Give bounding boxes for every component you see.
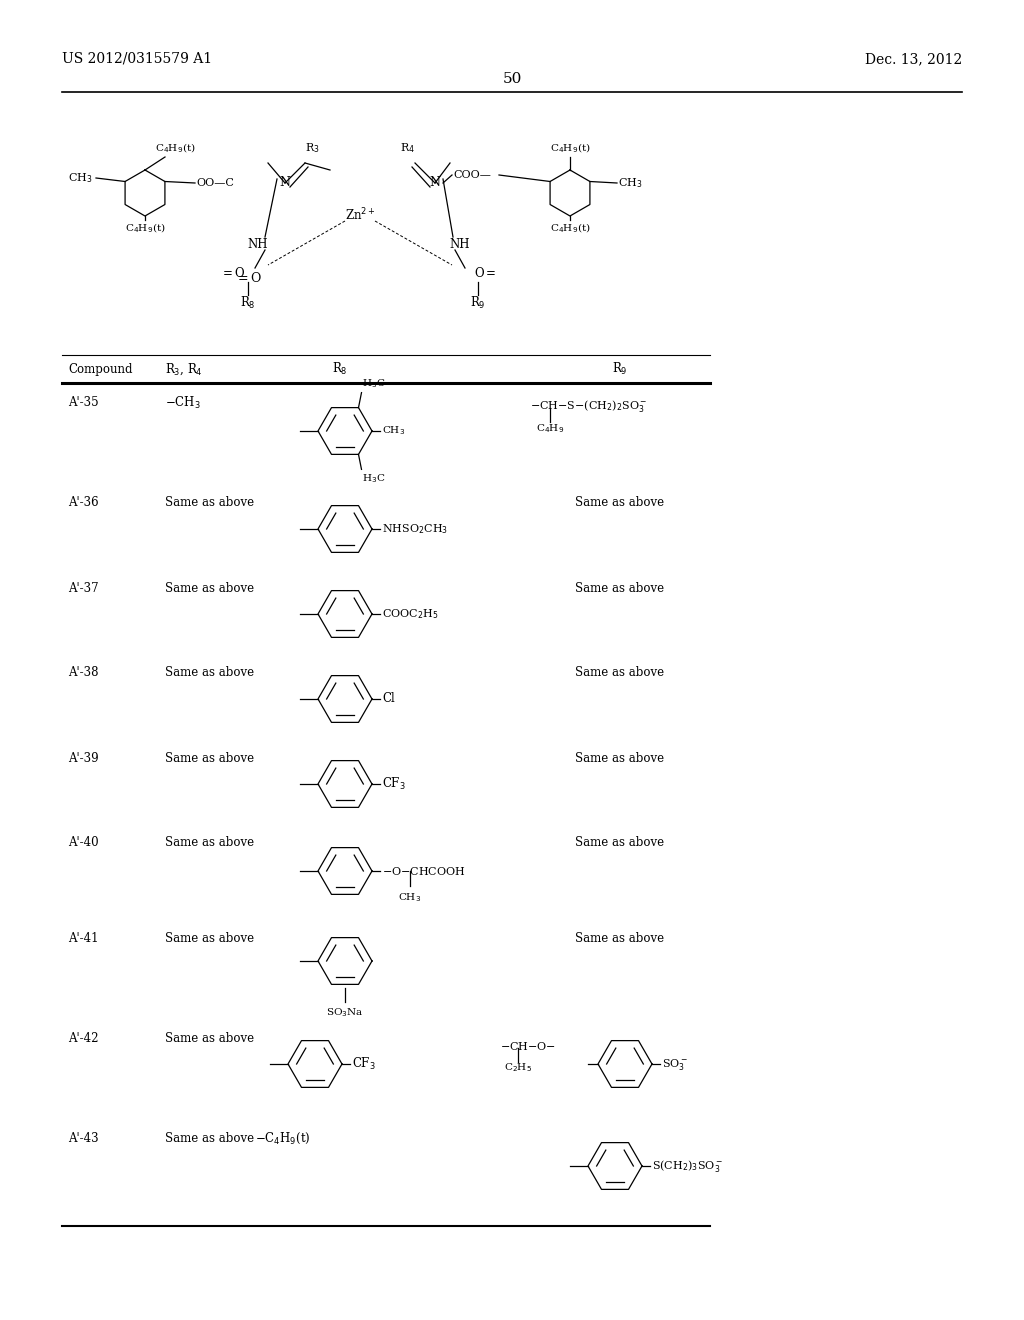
Text: A'-37: A'-37 bbox=[68, 582, 98, 594]
Text: US 2012/0315579 A1: US 2012/0315579 A1 bbox=[62, 51, 212, 66]
Text: SO$_3^-$: SO$_3^-$ bbox=[662, 1056, 688, 1072]
Text: CH$_3$: CH$_3$ bbox=[382, 425, 406, 437]
Text: CH$_3$: CH$_3$ bbox=[68, 172, 92, 185]
Text: NH: NH bbox=[450, 239, 470, 252]
Text: CH$_3$: CH$_3$ bbox=[398, 891, 422, 904]
Text: H$_3$C: H$_3$C bbox=[362, 473, 386, 486]
Text: N: N bbox=[280, 177, 291, 190]
Text: R$_9$: R$_9$ bbox=[470, 294, 485, 312]
Text: Same as above: Same as above bbox=[165, 932, 254, 945]
Text: SO$_3$Na: SO$_3$Na bbox=[327, 1006, 364, 1019]
Text: Same as above: Same as above bbox=[165, 496, 254, 510]
Text: CF$_3$: CF$_3$ bbox=[352, 1056, 376, 1072]
Text: Same as above: Same as above bbox=[575, 582, 665, 594]
Text: C$_2$H$_5$: C$_2$H$_5$ bbox=[504, 1061, 532, 1074]
Text: S(CH$_2$)$_3$SO$_3^-$: S(CH$_2$)$_3$SO$_3^-$ bbox=[652, 1158, 723, 1173]
Text: A'-38: A'-38 bbox=[68, 667, 98, 680]
Text: Zn$^{2+}$: Zn$^{2+}$ bbox=[345, 207, 376, 223]
Text: A'-39: A'-39 bbox=[68, 751, 98, 764]
Text: R$_3$, R$_4$: R$_3$, R$_4$ bbox=[165, 362, 203, 376]
Text: 50: 50 bbox=[503, 73, 521, 86]
Text: $-$C$_4$H$_9$(t): $-$C$_4$H$_9$(t) bbox=[255, 1130, 310, 1146]
Text: Same as above: Same as above bbox=[575, 667, 665, 680]
Text: A'-35: A'-35 bbox=[68, 396, 98, 409]
Text: R$_9$: R$_9$ bbox=[612, 360, 628, 378]
Text: A'-42: A'-42 bbox=[68, 1031, 98, 1044]
Text: COO—: COO— bbox=[453, 170, 490, 180]
Text: R$_4$: R$_4$ bbox=[400, 141, 416, 154]
Text: $-$CH$-$S$-$(CH$_2$)$_2$SO$_3^-$: $-$CH$-$S$-$(CH$_2$)$_2$SO$_3^-$ bbox=[530, 399, 647, 414]
Text: R$_8$: R$_8$ bbox=[241, 294, 256, 312]
Text: Same as above: Same as above bbox=[165, 751, 254, 764]
Text: N: N bbox=[429, 177, 440, 190]
Text: A'-36: A'-36 bbox=[68, 496, 98, 510]
Text: Same as above: Same as above bbox=[575, 837, 665, 850]
Text: $=$O: $=$O bbox=[219, 267, 245, 280]
Text: Same as above: Same as above bbox=[575, 932, 665, 945]
Text: Cl: Cl bbox=[382, 693, 394, 705]
Text: CF$_3$: CF$_3$ bbox=[382, 776, 406, 792]
Text: COOC$_2$H$_5$: COOC$_2$H$_5$ bbox=[382, 607, 438, 620]
Text: $\overset{}{=}$O: $\overset{}{=}$O bbox=[234, 271, 261, 285]
Text: NH: NH bbox=[248, 239, 268, 252]
Text: A'-40: A'-40 bbox=[68, 837, 98, 850]
Text: H$_3$C: H$_3$C bbox=[362, 376, 386, 389]
Text: R$_8$: R$_8$ bbox=[332, 360, 348, 378]
Text: A'-43: A'-43 bbox=[68, 1131, 98, 1144]
Text: Same as above: Same as above bbox=[575, 751, 665, 764]
Text: $-$O$-$CHCOOH: $-$O$-$CHCOOH bbox=[382, 865, 466, 876]
Text: C$_4$H$_9$: C$_4$H$_9$ bbox=[536, 422, 564, 436]
Text: Same as above: Same as above bbox=[165, 667, 254, 680]
Text: O$=$: O$=$ bbox=[474, 267, 497, 280]
Text: C$_4$H$_9$(t): C$_4$H$_9$(t) bbox=[155, 141, 196, 154]
Text: OO—C: OO—C bbox=[196, 178, 233, 187]
Text: Compound: Compound bbox=[68, 363, 132, 375]
Text: CH$_3$: CH$_3$ bbox=[618, 176, 643, 190]
Text: Same as above: Same as above bbox=[165, 837, 254, 850]
Text: A'-41: A'-41 bbox=[68, 932, 98, 945]
Text: Same as above: Same as above bbox=[165, 582, 254, 594]
Text: C$_4$H$_9$(t): C$_4$H$_9$(t) bbox=[550, 222, 590, 235]
Text: Same as above: Same as above bbox=[575, 496, 665, 510]
Text: Dec. 13, 2012: Dec. 13, 2012 bbox=[864, 51, 962, 66]
Text: $-$CH$-$O$-$: $-$CH$-$O$-$ bbox=[500, 1040, 556, 1052]
Text: Same as above: Same as above bbox=[165, 1031, 254, 1044]
Text: C$_4$H$_9$(t): C$_4$H$_9$(t) bbox=[125, 222, 165, 235]
Text: C$_4$H$_9$(t): C$_4$H$_9$(t) bbox=[550, 141, 590, 154]
Text: $-$CH$_3$: $-$CH$_3$ bbox=[165, 395, 201, 411]
Text: R$_3$: R$_3$ bbox=[304, 141, 319, 154]
Text: NHSO$_2$CH$_3$: NHSO$_2$CH$_3$ bbox=[382, 523, 449, 536]
Text: Same as above: Same as above bbox=[165, 1131, 254, 1144]
